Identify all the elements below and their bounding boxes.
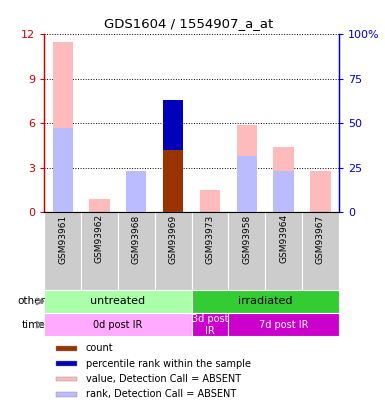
Text: 0d post IR: 0d post IR	[93, 320, 142, 330]
Bar	[44, 212, 81, 290]
Bar	[53, 42, 73, 212]
Bar	[126, 171, 146, 212]
Text: GSM93967: GSM93967	[316, 214, 325, 264]
Bar	[44, 290, 192, 313]
Text: GSM93958: GSM93958	[242, 214, 251, 264]
Text: 7d post IR: 7d post IR	[259, 320, 308, 330]
Text: count: count	[85, 343, 113, 353]
Text: irradiated: irradiated	[238, 296, 293, 307]
Bar	[163, 100, 183, 150]
Bar	[126, 171, 146, 212]
Bar	[56, 377, 77, 382]
Text: GSM93961: GSM93961	[58, 214, 67, 264]
Bar	[81, 212, 118, 290]
Text: GSM93968: GSM93968	[132, 214, 141, 264]
Bar	[56, 392, 77, 396]
Bar	[53, 128, 73, 212]
Text: rank, Detection Call = ABSENT: rank, Detection Call = ABSENT	[85, 389, 236, 399]
Text: untreated: untreated	[90, 296, 146, 307]
Text: GSM93973: GSM93973	[206, 214, 214, 264]
Text: other: other	[17, 296, 45, 307]
Bar	[118, 212, 155, 290]
Bar	[192, 313, 228, 337]
Bar	[89, 199, 110, 212]
Bar	[265, 212, 302, 290]
Bar	[163, 150, 183, 212]
Bar	[56, 361, 77, 366]
Text: time: time	[22, 320, 45, 330]
Bar	[192, 290, 339, 313]
Bar	[273, 171, 294, 212]
Bar	[228, 212, 265, 290]
Text: percentile rank within the sample: percentile rank within the sample	[85, 359, 251, 369]
Bar	[192, 212, 228, 290]
Text: GSM93969: GSM93969	[169, 214, 177, 264]
Bar	[273, 147, 294, 212]
Bar	[237, 125, 257, 212]
Text: 3d post
IR: 3d post IR	[192, 314, 228, 335]
Bar	[200, 190, 220, 212]
Bar	[56, 346, 77, 351]
Text: GSM93962: GSM93962	[95, 214, 104, 264]
Bar	[228, 313, 339, 337]
Text: GDS1604 / 1554907_a_at: GDS1604 / 1554907_a_at	[104, 17, 273, 30]
Bar	[310, 171, 330, 212]
Bar	[302, 212, 339, 290]
Text: value, Detection Call = ABSENT: value, Detection Call = ABSENT	[85, 374, 241, 384]
Bar	[155, 212, 192, 290]
Bar	[237, 156, 257, 212]
Bar	[44, 313, 192, 337]
Text: GSM93964: GSM93964	[279, 214, 288, 264]
